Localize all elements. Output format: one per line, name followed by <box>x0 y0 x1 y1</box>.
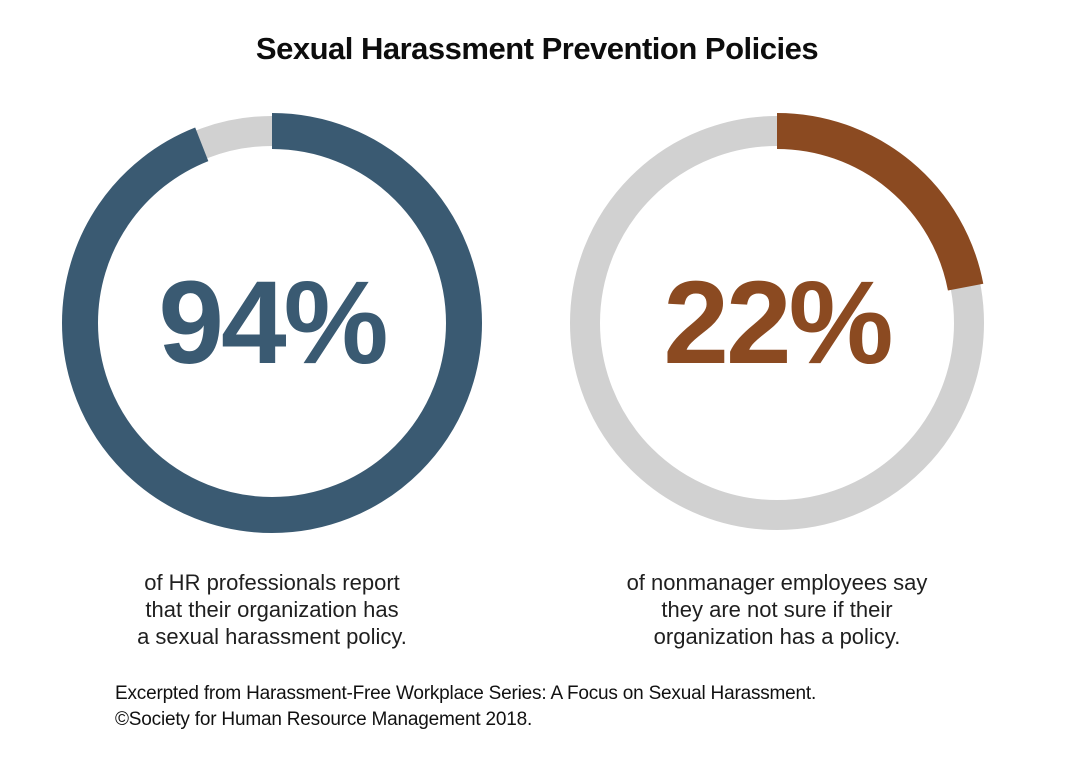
caption-line: they are not sure if their <box>661 597 893 622</box>
donut-caption-nonmanager-employees: of nonmanager employees say they are not… <box>627 569 928 650</box>
donut-percentage-nonmanager-employees: 22% <box>663 257 893 389</box>
copyright-line: ©Society for Human Resource Management 2… <box>115 708 533 730</box>
donut-caption-hr-professionals: of HR professionals report that their or… <box>137 569 407 650</box>
donut-ring-hr-professionals <box>62 113 482 533</box>
donut-row: 94% of HR professionals report that thei… <box>0 113 1074 650</box>
caption-line: a sexual harassment policy. <box>137 624 407 649</box>
caption-line: of nonmanager employees say <box>626 570 928 595</box>
caption-line: organization has a policy. <box>653 624 901 649</box>
donut-value-arc <box>62 113 482 533</box>
donut-percentage-hr-professionals: 94% <box>158 257 388 389</box>
donut-ring-nonmanager-employees <box>567 113 987 533</box>
donut-value-arc <box>567 113 987 533</box>
source-line: Excerpted from Harassment-Free Workplace… <box>115 683 817 704</box>
donut-chart-hr-professionals: 94% <box>62 113 482 533</box>
source-attribution: Excerpted from Harassment-Free Workplace… <box>115 681 816 732</box>
caption-line: that their organization has <box>145 597 399 622</box>
donut-column-nonmanager-employees: 22% of nonmanager employees say they are… <box>567 113 987 650</box>
donut-column-hr-professionals: 94% of HR professionals report that thei… <box>62 113 482 650</box>
caption-line: of HR professionals report <box>144 570 400 595</box>
chart-title: Sexual Harassment Prevention Policies <box>255 31 819 66</box>
donut-chart-nonmanager-employees: 22% <box>567 113 987 533</box>
